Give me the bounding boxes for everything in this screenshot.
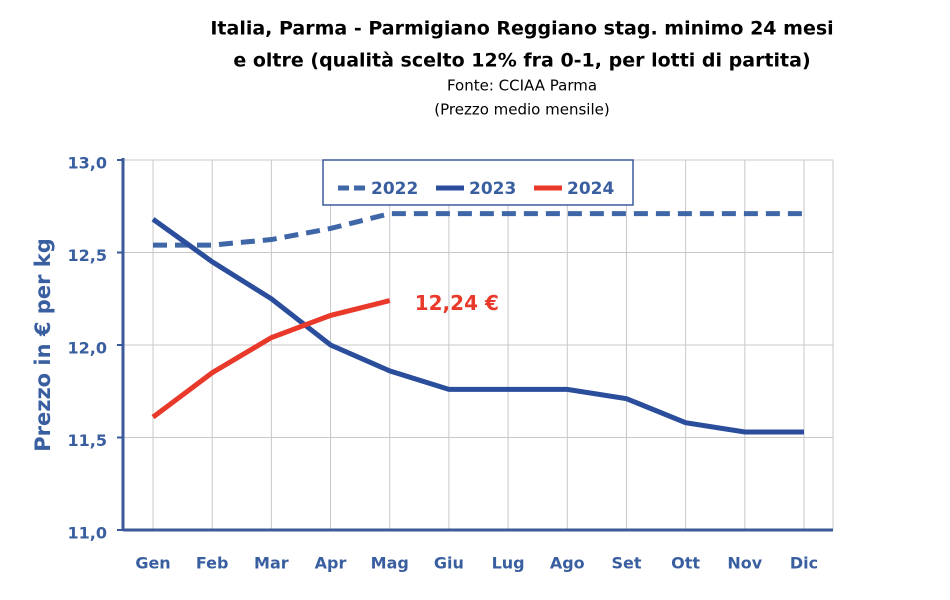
legend-label: 2024 — [567, 179, 614, 199]
y-tick-label: 11,5 — [68, 431, 107, 450]
x-tick-label: Apr — [315, 554, 347, 573]
line-series — [153, 211, 804, 248]
y-axis-label: Prezzo in € per kg — [31, 238, 55, 452]
x-tick-label: Lug — [492, 554, 525, 573]
x-tick-label: Ago — [550, 554, 585, 573]
legend: 2022 2023 2024 — [322, 159, 634, 206]
chart-subtitle: Fonte: CCIAA Parma — [447, 77, 597, 95]
y-tick-label: 12,5 — [68, 246, 107, 265]
y-tick-label: 12,0 — [68, 339, 107, 358]
line-series — [151, 217, 804, 435]
legend-box — [322, 159, 634, 206]
chart-subtitle: (Prezzo medio mensile) — [434, 101, 609, 119]
y-tick-label: 11,0 — [68, 524, 107, 543]
legend-label: 2022 — [371, 179, 418, 199]
x-tick-label: Ott — [671, 554, 700, 573]
x-tick-label: Giu — [434, 554, 464, 573]
x-tick-label: Nov — [727, 554, 762, 573]
x-tick-label: Feb — [196, 554, 229, 573]
legend-label: 2023 — [469, 179, 516, 199]
x-tick-label: Dic — [790, 554, 818, 573]
x-tick-label: Gen — [135, 554, 170, 573]
x-tick-label: Mag — [371, 554, 409, 573]
x-tick-label: Mar — [254, 554, 289, 573]
x-tick-label: Set — [611, 554, 641, 573]
annotation: 12,24 € — [415, 291, 499, 315]
chart-title: Italia, Parma - Parmigiano Reggiano stag… — [210, 18, 833, 40]
y-tick-label: 13,0 — [68, 154, 107, 173]
chart-title: e oltre (qualità scelto 12% fra 0-1, per… — [233, 50, 810, 72]
line-series — [151, 298, 391, 420]
